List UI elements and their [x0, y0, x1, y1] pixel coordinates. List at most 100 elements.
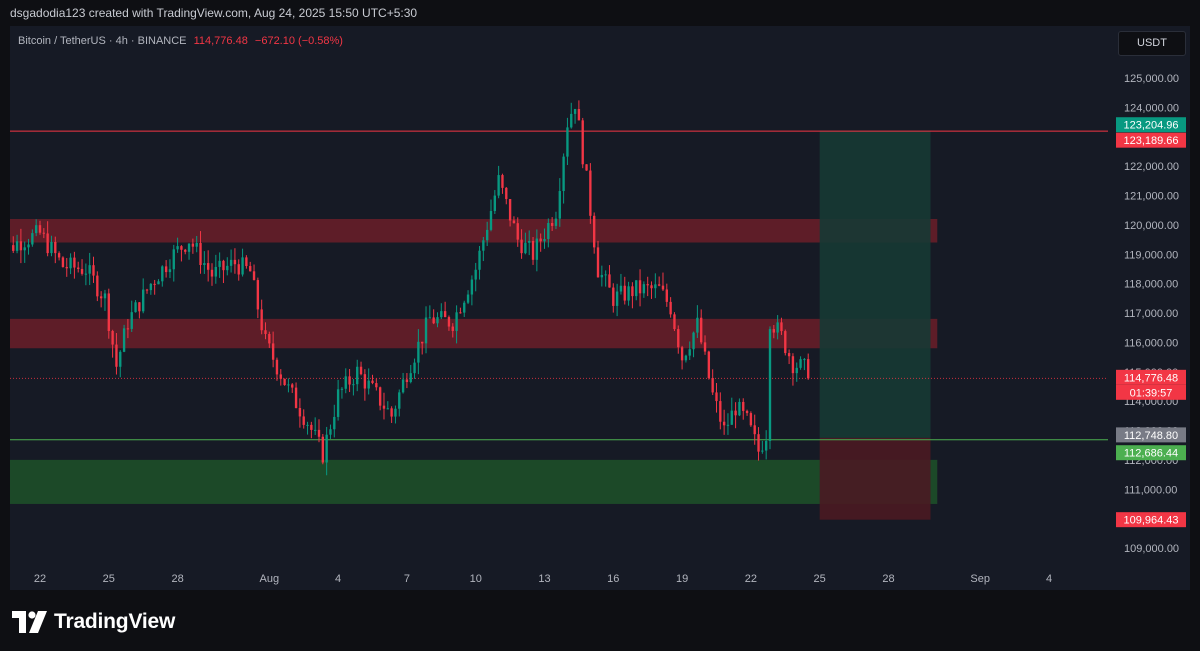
candle-body [730, 410, 733, 425]
candle-body [88, 265, 91, 274]
candle-body [199, 242, 202, 265]
candle-body [126, 328, 130, 330]
last-price-label: 114,776.48 [1124, 372, 1178, 384]
candle-body [424, 317, 428, 344]
candle-body [749, 413, 753, 426]
candle-body [440, 311, 443, 318]
candle-body [577, 109, 581, 121]
candle-body [142, 289, 145, 312]
candle-body [570, 113, 573, 128]
candle-body [463, 302, 466, 313]
x-tick-label: 10 [470, 573, 482, 585]
candle-body [596, 247, 600, 278]
candle-body [398, 392, 401, 409]
candle-body [501, 175, 504, 188]
x-tick-label: 16 [607, 573, 619, 585]
candle-body [12, 245, 15, 251]
candle-body [612, 287, 615, 306]
candle-body [283, 378, 286, 386]
candle-body [352, 384, 355, 386]
x-tick-label: 25 [103, 573, 115, 585]
candle-body [180, 246, 183, 250]
candle-body [543, 239, 546, 242]
candle-body [348, 376, 351, 385]
y-tick-label: 125,000.00 [1124, 73, 1179, 85]
candle-body [742, 401, 745, 411]
upper-line-label-bg [1116, 132, 1186, 148]
candle-body [65, 267, 68, 269]
candle-body [237, 264, 240, 275]
x-tick-label: 13 [538, 573, 550, 585]
candle-body [428, 317, 432, 319]
candle-body [535, 238, 539, 260]
stop-label-bg [1116, 512, 1186, 528]
candle-body [77, 267, 80, 269]
candle-body [195, 242, 198, 247]
candle-body [260, 309, 263, 331]
candle-body [310, 424, 313, 430]
candle-body [73, 257, 76, 268]
candle-body [99, 296, 103, 299]
candle-body [466, 294, 470, 303]
y-tick-label: 117,000.00 [1124, 308, 1178, 320]
candle-body [807, 359, 810, 379]
candle-body [703, 342, 707, 352]
candle-body [92, 265, 95, 276]
candle-body [291, 384, 294, 388]
candle-body [130, 312, 133, 329]
x-tick-label: 25 [814, 573, 826, 585]
candle-body [654, 284, 657, 289]
candle-body [256, 280, 260, 310]
candle-body [27, 244, 30, 248]
candle-body [764, 440, 768, 451]
candle-body [394, 408, 397, 417]
currency-button[interactable]: USDT [1118, 31, 1186, 56]
candle-body [344, 376, 347, 389]
candle-body [753, 425, 756, 435]
candle-body [42, 232, 46, 234]
candle-body [54, 241, 57, 254]
x-tick-label: 4 [335, 573, 341, 585]
candle-body [241, 257, 244, 275]
candle-body [745, 410, 749, 414]
candle-body [306, 424, 309, 426]
candle-body [111, 330, 114, 345]
symbol-title: Bitcoin / TetherUS · 4h · BINANCE [18, 35, 187, 47]
candle-body [669, 301, 672, 315]
x-tick-label: 4 [1046, 573, 1052, 585]
support-zone [10, 459, 938, 504]
candle-body [470, 279, 474, 295]
attribution-text: dsgadodia123 created with TradingView.co… [10, 6, 418, 20]
candle-body [203, 263, 206, 265]
candle-body [31, 233, 34, 245]
candle-body [287, 384, 290, 386]
candle-body [482, 240, 485, 251]
candle-body [46, 233, 49, 254]
candle-body [275, 359, 279, 375]
candle-body [761, 450, 764, 452]
candle-body [405, 379, 409, 383]
candle-body [550, 223, 554, 226]
upper-resistance-zone [10, 219, 938, 243]
candle-body [600, 274, 604, 278]
target-label-bg [1116, 117, 1186, 133]
candle-body [50, 241, 53, 254]
candle-body [34, 225, 38, 234]
candle-body [15, 241, 19, 251]
candle-body [80, 268, 84, 274]
candle-body [657, 284, 661, 286]
candle-body [508, 199, 512, 221]
candle-body [233, 259, 237, 265]
x-tick-label: 7 [404, 573, 410, 585]
candle-body [386, 408, 389, 410]
candle-body [413, 362, 416, 374]
candle-body [700, 317, 703, 343]
profit-target-zone [819, 130, 931, 438]
candle-body [707, 351, 711, 378]
x-tick-label: 28 [171, 573, 183, 585]
candle-body [604, 274, 607, 276]
y-tick-label: 124,000.00 [1124, 102, 1179, 114]
candle-body [757, 434, 760, 452]
candle-body [554, 218, 558, 226]
